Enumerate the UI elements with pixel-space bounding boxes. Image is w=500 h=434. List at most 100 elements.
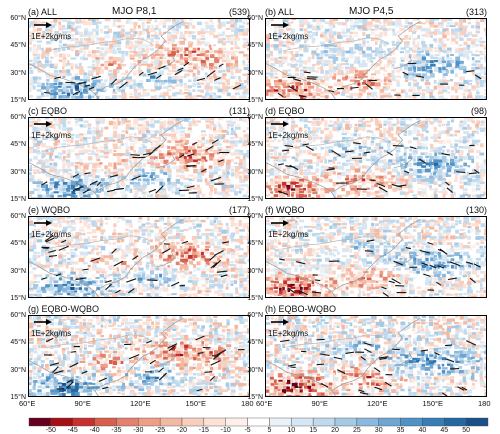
panel-frame bbox=[28, 18, 250, 100]
anomaly-shading bbox=[265, 216, 487, 298]
panel-frame bbox=[265, 117, 487, 199]
latitude-label: 60°N bbox=[247, 15, 263, 22]
latitude-label: 30°N bbox=[10, 168, 26, 176]
panel-label: (d) EQBO bbox=[265, 106, 305, 116]
colorbar-swatch bbox=[50, 417, 73, 427]
reference-arrow bbox=[34, 121, 52, 127]
coastline bbox=[28, 260, 100, 298]
coastline bbox=[94, 218, 184, 292]
map-panel-g bbox=[28, 315, 250, 397]
coastline bbox=[331, 317, 421, 391]
latitude-label: 45°N bbox=[10, 141, 26, 149]
colorbar-tick-label: 25 bbox=[352, 427, 361, 434]
panel-count: (130) bbox=[465, 205, 487, 215]
colorbar-swatch bbox=[334, 417, 358, 427]
panel-label: (c) EQBO bbox=[28, 106, 68, 116]
coastline bbox=[45, 136, 153, 151]
colorbar-swatch bbox=[225, 417, 248, 427]
colorbar-swatch bbox=[444, 417, 467, 427]
longitude-label: 90°E bbox=[311, 399, 328, 408]
colorbar-tick-label: 50 bbox=[462, 427, 471, 434]
latitude-label: 45°N bbox=[10, 42, 26, 50]
colorbar-tick-label: 20 bbox=[331, 427, 339, 434]
coastline bbox=[393, 154, 412, 169]
colorbar-swatch bbox=[356, 417, 379, 427]
anomaly-shading bbox=[265, 18, 487, 100]
longitude-label: 180 bbox=[241, 399, 254, 408]
coastline bbox=[282, 334, 390, 349]
reference-vector-label: 1E+2kg/ms bbox=[268, 32, 309, 41]
colorbar-swatch bbox=[312, 417, 336, 427]
latitude-label: 45°N bbox=[247, 141, 263, 149]
latitude-label: 60°N bbox=[10, 312, 26, 319]
latitude-label: 45°N bbox=[10, 240, 26, 248]
coastline bbox=[94, 317, 184, 391]
latitude-label: 30°N bbox=[10, 267, 26, 275]
flux-vectors bbox=[41, 234, 230, 294]
panel-label: (a) ALL bbox=[28, 7, 58, 17]
panel-label: (h) EQBO-WQBO bbox=[265, 304, 337, 314]
reference-arrow bbox=[34, 22, 52, 28]
colorbar bbox=[28, 417, 489, 427]
panel-frame bbox=[265, 18, 487, 100]
longitude-label: 150°E bbox=[422, 399, 444, 408]
flux-vectors bbox=[280, 338, 477, 397]
panel-label: (e) WQBO bbox=[28, 205, 70, 215]
coastline bbox=[393, 253, 412, 268]
coastline bbox=[393, 55, 412, 70]
map-panel-c bbox=[28, 117, 250, 199]
panel-title: MJO P4,5 bbox=[349, 6, 394, 17]
latitude-label: 15°N bbox=[247, 394, 263, 401]
latitude-label: 15°N bbox=[247, 97, 263, 104]
flux-vectors bbox=[44, 61, 242, 96]
colorbar-swatch bbox=[138, 417, 161, 427]
coastline bbox=[393, 352, 412, 367]
flux-vectors bbox=[277, 142, 480, 196]
latitude-label: 45°N bbox=[247, 42, 263, 50]
colorbar-swatch bbox=[247, 417, 270, 427]
reference-arrow bbox=[271, 22, 289, 28]
anomaly-shading bbox=[28, 117, 250, 199]
panel-label: (b) ALL bbox=[265, 7, 295, 17]
reference-vector-label: 1E+2kg/ms bbox=[268, 329, 309, 338]
reference-arrow bbox=[34, 220, 52, 226]
coastline bbox=[45, 334, 153, 349]
panel-count: (177) bbox=[228, 205, 250, 215]
longitude-label: 60°E bbox=[19, 399, 36, 408]
panel-count: (98) bbox=[470, 106, 487, 116]
colorbar-swatch bbox=[116, 417, 139, 427]
coastline bbox=[156, 253, 175, 268]
panel-label: (g) EQBO-WQBO bbox=[28, 304, 100, 314]
panel-frame bbox=[265, 315, 487, 397]
reference-vector-label: 1E+2kg/ms bbox=[31, 32, 72, 41]
colorbar-swatch bbox=[400, 417, 423, 427]
coastline bbox=[28, 359, 100, 397]
coastline bbox=[265, 260, 337, 298]
coastline bbox=[94, 20, 184, 94]
colorbar-swatch bbox=[422, 417, 445, 427]
coastline bbox=[282, 136, 390, 151]
latitude-label: 60°N bbox=[247, 312, 263, 319]
latitude-label: 45°N bbox=[247, 240, 263, 248]
colorbar-tick-label: -35 bbox=[111, 427, 122, 434]
coastline bbox=[282, 37, 390, 52]
colorbar-tick-label: 30 bbox=[374, 427, 383, 434]
reference-arrow bbox=[34, 319, 52, 325]
colorbar-tick-label: 40 bbox=[418, 427, 427, 434]
colorbar-tick-label: 5 bbox=[267, 427, 272, 434]
map-panel-e bbox=[28, 216, 250, 298]
latitude-label: 15°N bbox=[10, 295, 26, 302]
coastline bbox=[331, 20, 421, 94]
longitude-label: 150°E bbox=[185, 399, 207, 408]
panel-frame bbox=[28, 315, 250, 397]
colorbar-tick-label: 10 bbox=[287, 427, 296, 434]
colorbar-tick-label: 15 bbox=[309, 427, 318, 434]
coastline bbox=[156, 352, 175, 367]
map-panel-d bbox=[265, 117, 487, 199]
colorbar-tick-label: -5 bbox=[244, 427, 251, 434]
latitude-label: 30°N bbox=[247, 168, 263, 176]
latitude-label: 15°N bbox=[247, 295, 263, 302]
longitude-label: 180 bbox=[478, 399, 491, 408]
colorbar-swatch bbox=[203, 417, 226, 427]
